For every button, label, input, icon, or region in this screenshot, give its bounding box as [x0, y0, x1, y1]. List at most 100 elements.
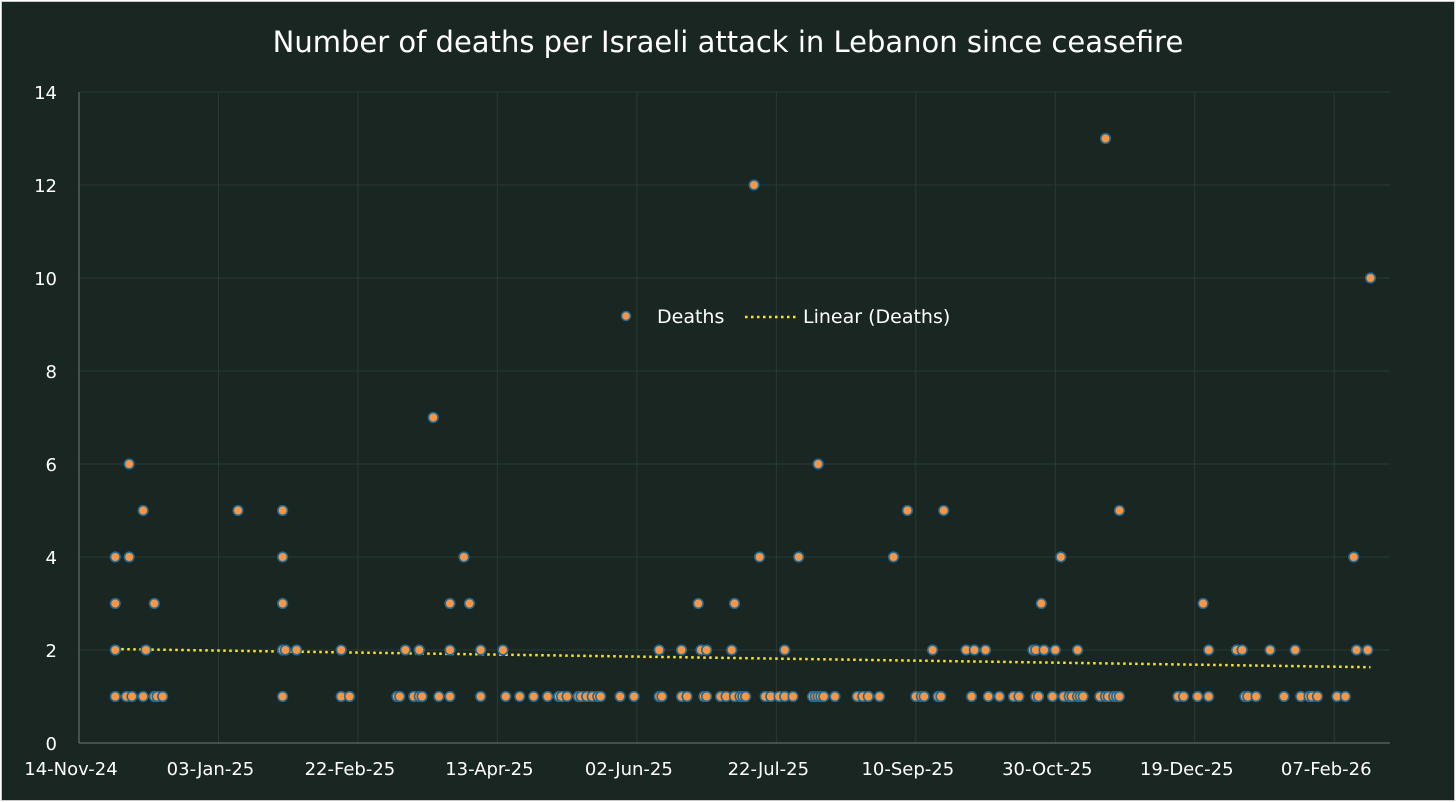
data-point [279, 644, 292, 656]
data-point [463, 597, 476, 610]
data-point [979, 644, 992, 656]
data-point [829, 690, 841, 703]
data-point [1203, 644, 1215, 656]
data-point [993, 690, 1006, 703]
data-point [1250, 690, 1262, 703]
data-point [140, 644, 152, 656]
data-point [1364, 272, 1377, 284]
y-tick-label: 2 [46, 641, 57, 662]
data-point [109, 551, 121, 563]
data-point [1278, 690, 1290, 703]
data-point [514, 690, 526, 703]
data-point [675, 644, 688, 656]
data-point [787, 690, 799, 703]
x-tick-label: 07-Feb-26 [1281, 759, 1372, 780]
data-point [157, 690, 169, 703]
x-tick-label: 13-Apr-25 [445, 759, 533, 780]
trendline-linear-deaths [115, 647, 1371, 669]
data-point [561, 690, 573, 703]
data-point [614, 690, 626, 703]
data-point [656, 690, 668, 703]
data-point [938, 504, 950, 517]
data-point [444, 644, 456, 656]
data-point [475, 690, 487, 703]
data-point [1113, 504, 1126, 517]
data-point [918, 690, 930, 703]
legend-marker-deaths [620, 310, 632, 322]
data-point [1049, 644, 1061, 656]
data-point [1038, 644, 1050, 656]
chart-title: Number of deaths per Israeli attack in L… [273, 25, 1184, 59]
data-point [982, 690, 994, 703]
data-point [1013, 690, 1025, 703]
data-point [335, 644, 347, 656]
data-point [1350, 644, 1363, 656]
x-tick-label: 19-Dec-25 [1140, 759, 1234, 780]
data-point [793, 551, 805, 563]
data-point [1113, 690, 1126, 703]
data-point [1197, 597, 1209, 610]
data-point [1362, 644, 1374, 656]
data-point [1264, 644, 1276, 656]
data-point [595, 690, 607, 703]
data-point [1032, 690, 1045, 703]
data-point [653, 644, 665, 656]
data-point [968, 644, 980, 656]
data-point [394, 690, 406, 703]
data-point [109, 644, 121, 656]
data-point [137, 690, 149, 703]
data-point [528, 690, 540, 703]
data-point [444, 597, 456, 610]
data-point [873, 690, 886, 703]
data-point [427, 411, 439, 424]
x-tick-label: 22-Jul-25 [728, 759, 810, 780]
data-point [1035, 597, 1047, 610]
data-point [701, 690, 713, 703]
data-point [1055, 551, 1067, 563]
data-point [458, 551, 470, 563]
data-point [475, 644, 487, 656]
data-point [728, 597, 741, 610]
data-point [497, 644, 509, 656]
data-point [109, 597, 121, 610]
data-point [277, 690, 289, 703]
data-point [862, 690, 874, 703]
x-tick-label: 22-Feb-25 [305, 759, 396, 780]
x-tick-label: 30-Oct-25 [1002, 759, 1092, 780]
data-point [1177, 690, 1190, 703]
y-tick-label: 10 [34, 269, 57, 290]
data-point [726, 644, 738, 656]
data-point [740, 690, 752, 703]
data-point [290, 644, 303, 656]
data-point [901, 504, 914, 517]
data-point [109, 690, 121, 703]
data-point [1236, 644, 1248, 656]
data-point [748, 179, 760, 191]
y-tick-label: 0 [46, 734, 57, 755]
data-point [1046, 690, 1059, 703]
data-point [277, 551, 289, 563]
data-point [433, 690, 445, 703]
data-point [126, 690, 138, 703]
legend-label-deaths: Deaths [657, 306, 724, 328]
x-tick-label: 10-Sep-25 [861, 759, 954, 780]
data-point [818, 690, 830, 703]
data-point [1339, 690, 1351, 703]
data-point [1099, 132, 1112, 145]
data-point [542, 690, 554, 703]
data-point [500, 690, 512, 703]
data-point [137, 504, 149, 517]
data-point [399, 644, 411, 656]
data-point [413, 644, 425, 656]
data-point [965, 690, 978, 703]
data-point [926, 644, 939, 656]
y-tick-label: 12 [34, 176, 57, 197]
data-point [123, 551, 135, 563]
data-point [754, 551, 766, 563]
legend: Deaths Linear (Deaths) [620, 306, 950, 328]
data-point [1311, 690, 1324, 703]
data-point [1191, 690, 1204, 703]
data-point [887, 551, 900, 563]
data-point [343, 690, 356, 703]
